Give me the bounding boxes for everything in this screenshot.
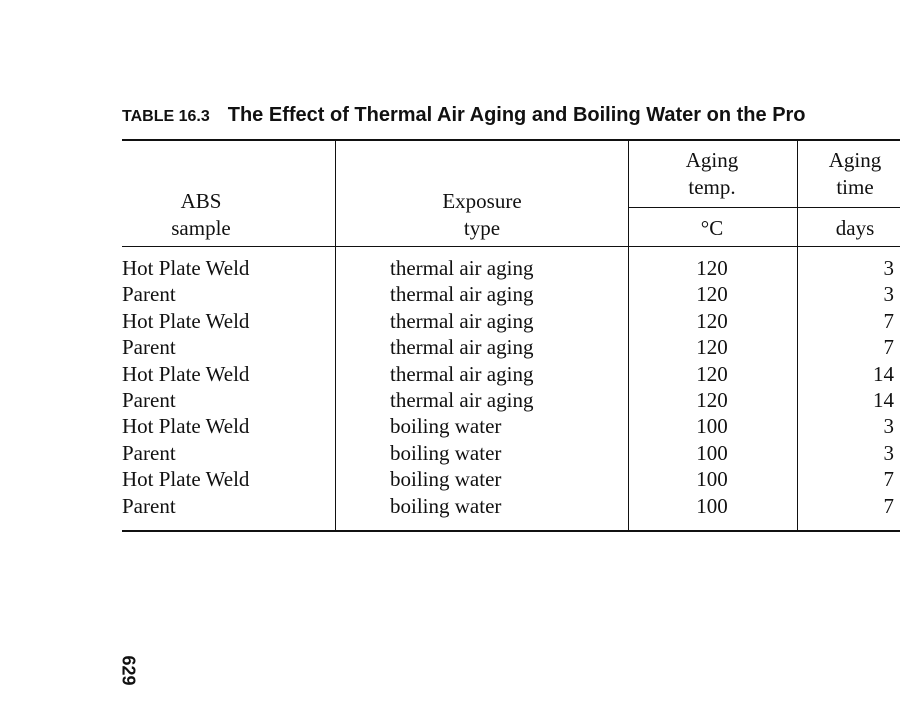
cell: 3 <box>883 440 895 465</box>
cell: 14 <box>873 388 894 412</box>
cell: 3 <box>883 414 895 439</box>
column-divider <box>628 140 629 531</box>
cell: 7 <box>883 335 895 360</box>
cell: Hot Plate Weld <box>122 308 250 333</box>
cell: Parent <box>122 282 176 307</box>
header-rule <box>122 246 900 247</box>
column-header: Exposure <box>442 189 522 213</box>
column-divider <box>335 140 336 531</box>
cell: Parent <box>122 440 176 465</box>
cell: 120 <box>696 388 728 412</box>
cell: 7 <box>883 308 895 333</box>
column-divider <box>797 140 798 531</box>
cell: Parent <box>122 493 176 518</box>
column-unit: °C <box>700 216 724 240</box>
cell: 120 <box>696 282 728 307</box>
cell: thermal air aging <box>390 388 534 412</box>
cell: 3 <box>883 256 895 280</box>
cell: Hot Plate Weld <box>122 361 250 386</box>
cell: Hot Plate Weld <box>122 467 250 492</box>
cell: 100 <box>696 467 728 492</box>
column-header: temp. <box>688 175 736 199</box>
cell: 100 <box>696 414 728 439</box>
cell: 120 <box>696 335 728 360</box>
bottom-rule <box>122 530 900 532</box>
column-header: Aging <box>828 148 882 172</box>
cell: thermal air aging <box>390 282 534 307</box>
unit-rule <box>628 207 900 208</box>
column-header: type <box>463 216 501 240</box>
cell: 120 <box>696 256 728 280</box>
cell: boiling water <box>390 467 502 492</box>
cell: boiling water <box>390 440 502 465</box>
cell: thermal air aging <box>390 361 534 386</box>
cell: 14 <box>873 361 894 386</box>
cell: 7 <box>883 493 895 518</box>
cell: Parent <box>122 388 176 412</box>
cell: 100 <box>696 440 728 465</box>
cell: 120 <box>696 308 728 333</box>
cell: 120 <box>696 361 728 386</box>
column-header: Aging <box>685 148 739 172</box>
column-header: sample <box>171 216 231 240</box>
page-number: 629 <box>118 655 139 686</box>
cell: 3 <box>883 282 895 307</box>
cell: Hot Plate Weld <box>122 256 250 280</box>
table-title: The Effect of Thermal Air Aging and Boil… <box>227 104 806 126</box>
cell: Parent <box>122 335 176 360</box>
column-header: time <box>836 175 874 199</box>
column-unit: days <box>835 216 875 240</box>
table-caption: TABLE 16.3 The Effect of Thermal Air Agin… <box>122 104 806 127</box>
cell: boiling water <box>390 493 502 518</box>
cell: 100 <box>696 493 728 518</box>
cell: thermal air aging <box>390 335 534 360</box>
cell: 7 <box>883 467 895 492</box>
cell: thermal air aging <box>390 308 534 333</box>
top-rule <box>122 139 900 141</box>
table-label: TABLE 16.3 <box>122 108 210 125</box>
cell: thermal air aging <box>390 256 534 280</box>
column-header: ABS <box>180 189 222 213</box>
cell: boiling water <box>390 414 502 439</box>
cell: Hot Plate Weld <box>122 414 250 439</box>
